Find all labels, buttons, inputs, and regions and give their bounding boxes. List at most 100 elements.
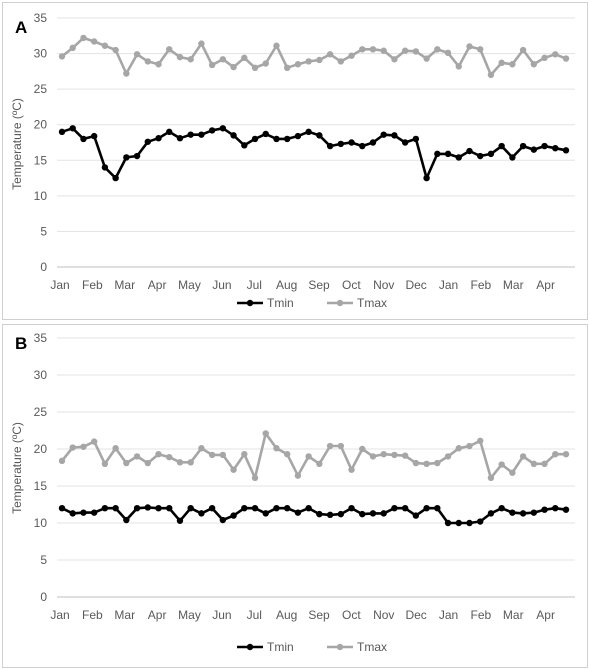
data-point-tmax xyxy=(155,450,162,458)
y-tick-label: 20 xyxy=(34,442,48,456)
data-point-tmax xyxy=(208,61,216,69)
data-point-tmax xyxy=(262,430,269,437)
data-point-tmin xyxy=(305,128,312,136)
data-point-tmin xyxy=(444,150,452,158)
chart-panel-b: B Temperature (ºC) 0 5 10 15 20 25 30 35 Jan Feb M… xyxy=(2,324,588,668)
data-point-tmin xyxy=(455,154,462,161)
data-point-tmin xyxy=(326,511,334,519)
data-point-tmin xyxy=(434,150,441,158)
data-point-tmax xyxy=(90,438,98,445)
data-point-tmin xyxy=(316,132,323,139)
data-point-tmax xyxy=(251,474,259,482)
data-point-tmin xyxy=(176,517,184,524)
x-tick-label: Apr xyxy=(148,278,167,292)
data-point-tmin xyxy=(166,128,173,136)
x-tick-label: Mar xyxy=(114,278,135,292)
data-point-tmax xyxy=(337,58,345,65)
data-point-tmin xyxy=(283,135,291,143)
data-point-tmax xyxy=(283,450,291,458)
data-point-tmin xyxy=(155,135,162,142)
y-tick-label: 0 xyxy=(40,590,47,604)
data-point-tmax xyxy=(509,469,516,476)
data-point-tmin xyxy=(498,505,505,512)
data-point-tmin xyxy=(337,140,345,148)
data-point-tmin xyxy=(552,505,559,512)
x-tick-label: Dec xyxy=(405,608,426,622)
data-point-tmax xyxy=(337,442,345,450)
y-tick-label: 30 xyxy=(34,368,48,382)
data-point-tmax xyxy=(144,58,151,65)
data-point-tmax xyxy=(455,63,462,70)
data-point-tmax xyxy=(187,459,194,466)
data-point-tmin xyxy=(144,504,151,511)
x-tick-label: Oct xyxy=(342,608,361,622)
x-tick-label: Dec xyxy=(405,278,426,292)
data-point-tmax xyxy=(552,450,559,458)
data-point-tmin xyxy=(519,510,527,517)
chart-b-svg: B Temperature (ºC) 0 5 10 15 20 25 30 35 Jan Feb M… xyxy=(10,331,575,654)
data-point-tmin xyxy=(251,505,259,512)
data-point-tmax xyxy=(401,47,409,54)
data-point-tmax xyxy=(208,451,216,459)
data-point-tmin xyxy=(359,510,366,518)
legend-label-tmax: Tmax xyxy=(357,640,387,654)
data-point-tmin xyxy=(187,131,194,138)
data-point-tmax xyxy=(241,450,248,458)
y-tick-label: 10 xyxy=(34,189,48,203)
x-tick-label: May xyxy=(178,608,201,622)
chart-a-svg: A Temperature (ºC) 0 5 10 15 20 25 30 35 Jan Feb M… xyxy=(10,11,575,310)
data-point-tmin xyxy=(187,505,194,512)
data-point-tmin xyxy=(401,139,409,146)
data-point-tmax xyxy=(412,48,420,55)
data-point-tmin xyxy=(487,150,495,158)
data-point-tmax xyxy=(562,450,570,458)
data-point-tmax xyxy=(305,453,312,460)
data-point-tmin xyxy=(455,519,462,527)
legend-label-tmax: Tmax xyxy=(357,296,387,310)
y-axis-title: Temperature (ºC) xyxy=(10,422,24,514)
data-point-tmax xyxy=(380,47,387,54)
data-point-tmax xyxy=(198,445,205,452)
data-point-tmax xyxy=(101,42,109,49)
data-point-tmax xyxy=(477,46,484,53)
data-point-tmax xyxy=(123,459,130,467)
x-tick-label: Jan xyxy=(439,608,458,622)
data-point-tmin xyxy=(562,506,570,513)
x-tick-label: Apr xyxy=(536,608,555,622)
data-point-tmax xyxy=(487,474,495,482)
x-tick-label: Aug xyxy=(276,278,297,292)
data-point-tmax xyxy=(530,460,538,467)
x-tick-label: Mar xyxy=(503,608,524,622)
data-point-tmin xyxy=(337,510,345,518)
data-point-tmax xyxy=(391,451,398,459)
data-point-tmax xyxy=(80,34,87,42)
data-point-tmax xyxy=(487,71,495,79)
data-point-tmin xyxy=(444,519,452,527)
data-point-tmin xyxy=(273,135,280,143)
data-point-tmin xyxy=(326,142,334,150)
data-point-tmax xyxy=(219,56,227,63)
data-point-tmax xyxy=(187,56,194,63)
panel-letter: B xyxy=(15,334,27,353)
data-point-tmax xyxy=(133,51,141,58)
data-point-tmin xyxy=(294,509,302,516)
data-point-tmin xyxy=(123,154,130,161)
data-point-tmin xyxy=(90,509,98,516)
data-point-tmax xyxy=(112,46,119,54)
x-tick-label: Feb xyxy=(471,608,492,622)
legend-marker-tmax xyxy=(336,643,344,651)
data-point-tmax xyxy=(123,70,130,77)
x-tick-label: Feb xyxy=(82,608,103,622)
data-point-tmin xyxy=(369,510,377,517)
x-tick-label: May xyxy=(178,278,201,292)
data-point-tmax xyxy=(219,451,227,459)
data-point-tmax xyxy=(530,61,538,68)
data-point-tmax xyxy=(251,64,259,71)
data-point-tmax xyxy=(466,442,473,450)
legend-marker-tmax xyxy=(336,299,344,307)
data-point-tmax xyxy=(348,52,355,59)
data-point-tmax xyxy=(541,54,548,62)
data-point-tmin xyxy=(241,505,248,512)
data-point-tmin xyxy=(519,142,527,150)
data-point-tmax xyxy=(155,61,162,68)
